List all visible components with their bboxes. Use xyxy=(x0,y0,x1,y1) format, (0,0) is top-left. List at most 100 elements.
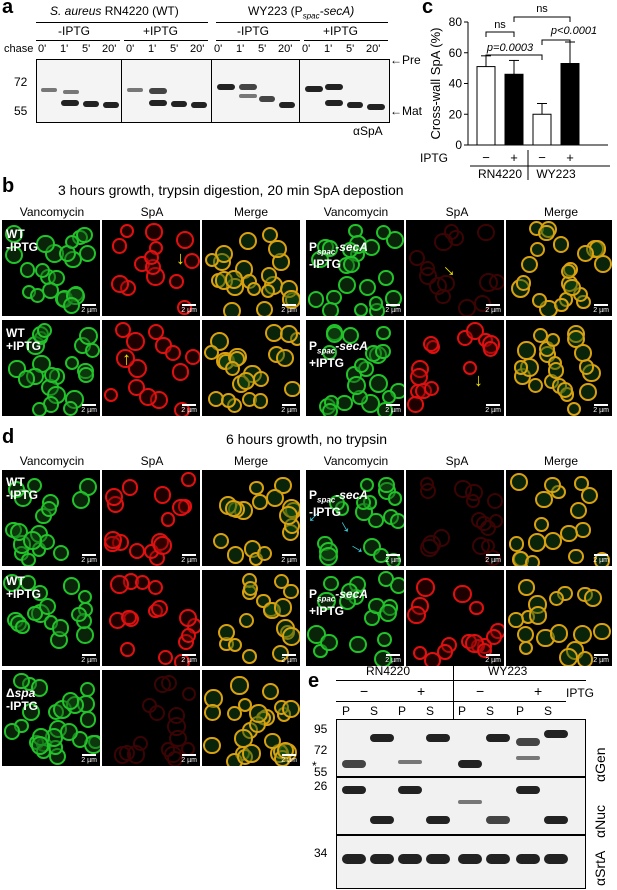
bacterium-cell xyxy=(19,262,36,278)
pre-text: Pre xyxy=(402,53,421,67)
mw-72-e: 72 xyxy=(314,743,328,757)
yellow-arrow: ↓ xyxy=(474,370,483,390)
fraction-s: S xyxy=(486,704,495,718)
bacterium-cell xyxy=(71,490,91,509)
bacterium-cell xyxy=(147,580,164,596)
b-row2-left-caption: WT +IPTG xyxy=(6,326,42,353)
bacterium-cell xyxy=(15,619,30,635)
scale-bar-label: 2 µm xyxy=(385,657,401,664)
scale-bar xyxy=(386,554,400,556)
bacterium-cell xyxy=(362,238,380,256)
bacterium-cell xyxy=(274,573,290,589)
iptg-mark: + xyxy=(566,150,574,165)
blot-band xyxy=(398,854,422,864)
bacterium-cell xyxy=(42,281,60,299)
cond-wt-minus: -IPTG xyxy=(58,24,90,38)
bacterium-cell xyxy=(518,641,533,656)
bacterium-cell xyxy=(17,370,36,388)
scale-bar-label: 2 µm xyxy=(281,557,297,564)
bacterium-cell xyxy=(323,575,339,591)
antibody-nuc: αNuc xyxy=(592,805,608,838)
bacterium-cell xyxy=(377,571,394,588)
blot-band xyxy=(367,104,385,110)
blot-band xyxy=(83,101,99,107)
scale-bar-label: 2 µm xyxy=(593,407,609,414)
bacterium-cell xyxy=(111,237,128,254)
scale-bar xyxy=(386,404,400,406)
bar xyxy=(504,73,524,146)
scale-bar-label: 2 µm xyxy=(281,307,297,314)
bacterium-cell xyxy=(5,225,24,244)
e-strain-underline xyxy=(336,680,586,681)
scale-bar xyxy=(594,404,608,406)
bacterium-cell xyxy=(273,598,292,617)
mw-95: 95 xyxy=(314,722,328,736)
bacterium-cell xyxy=(226,706,242,722)
blot-band xyxy=(41,88,57,92)
scale-bar-label: 2 µm xyxy=(593,307,609,314)
bacterium-cell xyxy=(577,245,594,263)
bacterium-cell xyxy=(52,545,70,562)
bacterium-cell xyxy=(584,589,603,608)
cond-wt-plus: +IPTG xyxy=(143,24,179,38)
bacterium-cell xyxy=(416,578,435,597)
bacterium-cell xyxy=(409,250,425,266)
scale-bar-label: 2 µm xyxy=(485,557,501,564)
caption-cond: -IPTG xyxy=(6,699,38,713)
bacterium-cell xyxy=(179,609,197,627)
scale-bar-label: 2 µm xyxy=(181,407,197,414)
cond-underline xyxy=(36,40,120,41)
blot-band xyxy=(171,101,187,107)
blot-band xyxy=(486,854,510,864)
bacterium-cell xyxy=(262,227,279,244)
bacterium-cell xyxy=(569,502,587,520)
micrograph: 2 µm xyxy=(202,570,300,666)
bacterium-cell xyxy=(221,392,237,408)
bacterium-cell xyxy=(61,691,80,710)
bacterium-cell xyxy=(423,380,440,397)
bacterium-cell xyxy=(76,227,93,244)
scale-bar xyxy=(486,404,500,406)
caption-p: P xyxy=(309,587,318,601)
micrograph: 2 µm xyxy=(102,320,200,416)
bacterium-cell xyxy=(387,490,403,506)
bacterium-cell xyxy=(242,580,259,597)
bacterium-cell xyxy=(549,624,569,644)
time-3: 20' xyxy=(102,43,117,55)
bacterium-cell xyxy=(576,651,594,666)
strain-wt-italic: S. aureus xyxy=(50,4,102,18)
bacterium-cell xyxy=(226,546,245,564)
bacterium-cell xyxy=(34,263,50,279)
blot-band xyxy=(370,816,394,824)
bacterium-cell xyxy=(145,223,163,241)
bacterium-cell xyxy=(525,554,541,566)
col-vancomycin: Vancomycin xyxy=(19,454,85,468)
caption-delta: Δ xyxy=(6,686,15,700)
panel-e-label: e xyxy=(308,670,320,692)
scale-bar xyxy=(182,754,196,756)
bacterium-cell xyxy=(126,332,146,352)
annotation-p: p<0.0001 xyxy=(550,25,597,37)
bacterium-cell xyxy=(368,374,388,394)
scale-bar-label: 2 µm xyxy=(281,657,297,664)
y-tick-label: 60 xyxy=(449,46,463,60)
significance-bracket xyxy=(541,39,571,45)
bacterium-cell xyxy=(115,322,132,339)
bacterium-cell xyxy=(382,389,397,404)
bacterium-cell xyxy=(225,360,241,376)
time-2: 5' xyxy=(82,43,91,55)
fraction-p: P xyxy=(398,704,407,718)
bacterium-cell xyxy=(508,612,524,628)
bacterium-cell xyxy=(238,231,258,251)
caption-cond: -IPTG xyxy=(309,257,341,272)
bacterium-cell xyxy=(535,490,553,508)
bacterium-cell xyxy=(236,371,256,391)
blot-band xyxy=(325,84,343,90)
blot-band xyxy=(103,102,119,108)
blot-band xyxy=(342,786,366,794)
bacterium-cell xyxy=(280,324,298,343)
bacterium-cell xyxy=(255,301,274,316)
bacterium-cell xyxy=(129,543,146,560)
bacterium-cell xyxy=(184,348,200,366)
fraction-p: P xyxy=(342,704,351,718)
